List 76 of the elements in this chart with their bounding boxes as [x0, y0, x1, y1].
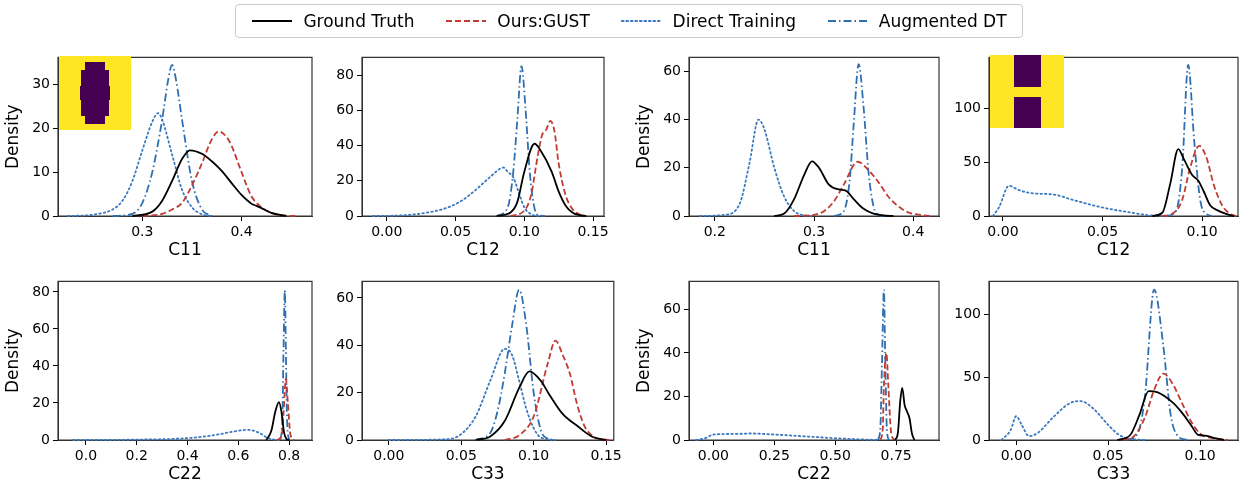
y-tick-label: 50	[963, 152, 981, 169]
x-axis-title: C22	[797, 463, 831, 483]
x-tick-label: 0.4	[902, 223, 925, 240]
y-tick-label: 100	[954, 305, 981, 322]
y-tick-label: 40	[663, 343, 681, 360]
x-tick-label: 0.4	[230, 223, 253, 240]
y-tick-label: 20	[663, 387, 681, 404]
y-axis-title: Density	[632, 104, 653, 170]
x-axis-title: C33	[1096, 463, 1131, 483]
x-tick-label: 0.15	[577, 223, 609, 240]
x-tick-label: 0.10	[1184, 447, 1216, 464]
y-tick-label: 0	[672, 430, 681, 447]
x-tick-label: 0.2	[125, 447, 148, 464]
x-tick-label: 0.00	[1000, 447, 1032, 464]
legend-label: Ground Truth	[303, 11, 415, 31]
x-tick-label: 0.00	[371, 223, 403, 240]
y-tick-label: 0	[41, 206, 50, 223]
x-tick-label: 0.3	[131, 223, 154, 240]
y-tick-label: 20	[663, 158, 681, 175]
y-tick-label: 20	[32, 119, 50, 136]
y-tick-label: 20	[336, 383, 354, 400]
x-tick-label: 0.25	[758, 447, 790, 464]
x-axis-title: C12	[1096, 239, 1131, 260]
x-tick-label: 0.8	[278, 447, 301, 464]
y-tick-label: 0	[972, 430, 981, 447]
y-tick-label: 50	[963, 368, 981, 384]
x-tick-label: 0.05	[439, 223, 472, 240]
y-tick-label: 100	[954, 98, 981, 115]
y-tick-label: 60	[336, 288, 354, 305]
x-tick-label: 0.00	[987, 223, 1019, 240]
x-axis-title: C12	[466, 239, 500, 260]
y-tick-label: 40	[336, 335, 354, 352]
x-tick-label: 0.75	[880, 447, 912, 464]
y-tick-label: 10	[32, 162, 50, 179]
y-tick-label: 30	[32, 75, 50, 92]
y-tick-label: 60	[663, 62, 681, 79]
x-tick-label: 0.05	[1092, 447, 1124, 464]
x-tick-label: 0.3	[802, 223, 826, 240]
y-axis-title: Density	[632, 328, 653, 394]
x-axis-title: C11	[168, 239, 202, 260]
y-tick-label: 60	[663, 300, 681, 317]
y-tick-label: 0	[672, 206, 681, 223]
x-tick-label: 0.10	[518, 447, 550, 464]
legend-label: Augmented DT	[878, 11, 1007, 31]
x-tick-label: 0.05	[1086, 223, 1119, 240]
x-tick-label: 0.05	[445, 447, 477, 464]
x-tick-label: 0.15	[590, 447, 622, 464]
x-axis-title: C11	[797, 239, 831, 260]
y-tick-label: 40	[663, 110, 681, 127]
x-tick-label: 0.2	[703, 223, 726, 240]
y-tick-label: 60	[336, 100, 354, 117]
y-tick-label: 0	[41, 430, 50, 447]
y-tick-label: 0	[345, 430, 354, 447]
y-tick-label: 80	[32, 282, 50, 299]
x-tick-label: 0.0	[74, 447, 98, 464]
y-tick-label: 40	[336, 136, 354, 153]
x-tick-label: 0.4	[176, 447, 199, 464]
y-tick-label: 80	[336, 65, 354, 82]
y-tick-label: 40	[32, 356, 50, 373]
y-tick-label: 0	[345, 206, 354, 223]
y-tick-label: 20	[32, 393, 50, 410]
y-axis-title: Density	[1, 104, 22, 170]
x-tick-label: 0.00	[373, 447, 405, 464]
x-axis-title: C22	[168, 463, 202, 483]
legend-label: Direct Training	[672, 11, 796, 31]
x-axis-title: C33	[471, 463, 505, 483]
legend-label: Ours:GUST	[497, 11, 590, 31]
y-tick-label: 60	[32, 319, 50, 336]
x-tick-label: 0.50	[819, 447, 851, 464]
x-tick-label: 0.00	[697, 447, 729, 464]
x-tick-label: 0.10	[1186, 223, 1218, 240]
x-tick-label: 0.10	[508, 223, 540, 240]
y-axis-title: Density	[1, 328, 22, 394]
y-tick-label: 0	[972, 206, 981, 223]
y-tick-label: 20	[336, 171, 354, 188]
x-tick-label: 0.6	[227, 447, 250, 464]
